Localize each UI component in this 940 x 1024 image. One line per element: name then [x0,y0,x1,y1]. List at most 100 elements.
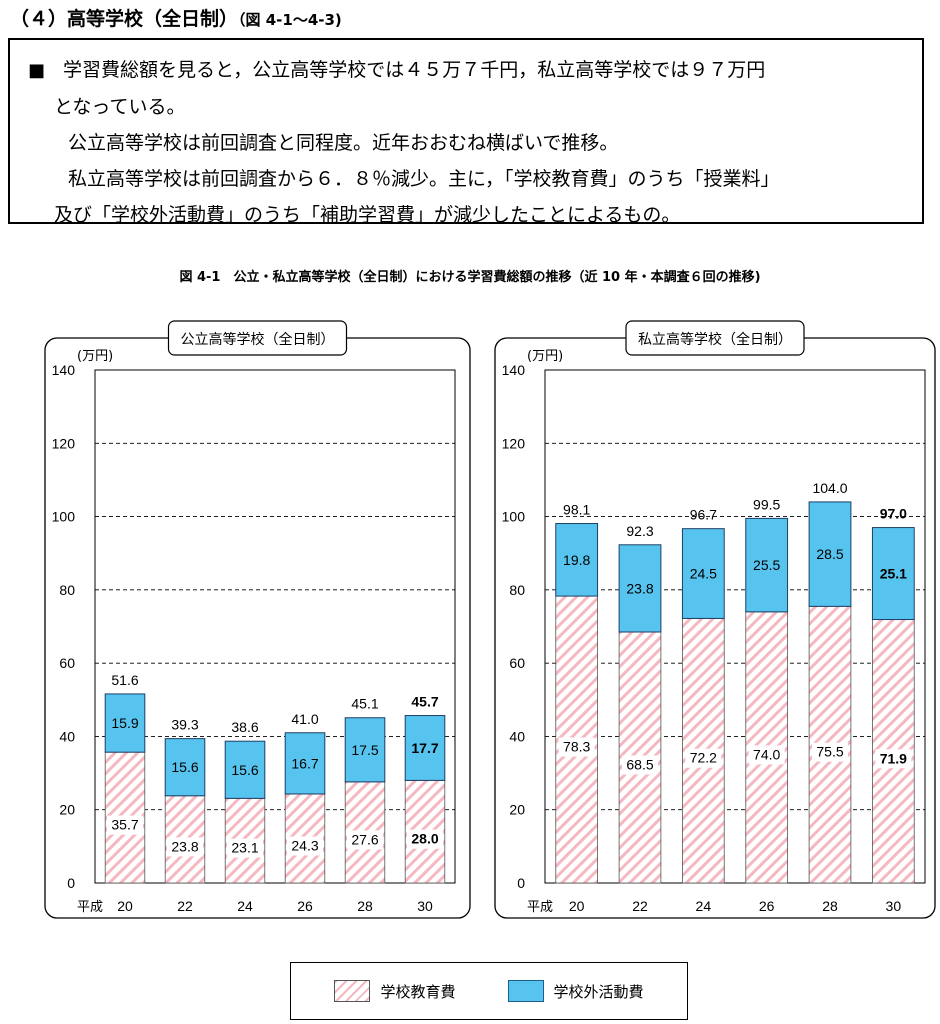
label-school-private-26: 74.0 [753,746,780,762]
label-total-private-26: 99.5 [753,496,780,512]
section-title: （４）高等学校（全日制） [10,8,239,30]
label-total-private-30: 97.0 [880,506,907,522]
x-tick-label-private-20: 20 [569,898,585,914]
label-total-private-20: 98.1 [563,502,590,518]
x-tick-label-private-30: 30 [886,898,902,914]
summary-line-4: 私立高等学校は前回調査から６．８％減少。主に，「学校教育費」のうち「授業料」 [68,168,780,190]
bar-outside-public-28 [344,717,386,783]
label-outside-private-30: 25.1 [880,566,907,582]
y-tick-label-public-120: 120 [52,435,76,451]
label-bg-school-private-22 [622,755,658,775]
label-total-public-24: 38.6 [231,719,258,735]
label-bg-school-public-20 [107,815,143,835]
label-outside-public-26: 16.7 [291,755,318,771]
legend-swatch-outside [507,980,544,1002]
label-bg-school-private-20 [558,737,595,757]
legend-item-outside: 学校外活動費 [507,980,644,1002]
panel-title-public: 公立高等学校（全日制） [181,331,335,348]
y-axis-unit-public: (万円) [77,349,113,364]
label-bg-school-private-30 [875,749,912,769]
y-tick-label-public-80: 80 [59,582,75,598]
label-school-private-24: 72.2 [690,750,717,766]
bar-outside-private-22 [618,544,662,633]
y-tick-label-public-140: 140 [52,362,76,378]
x-axis-prefix-public: 平成 [77,900,103,915]
panel-title-box-public [167,320,348,356]
section-heading: （４）高等学校（全日制）（図 4-1～4-3) [10,4,342,31]
label-bg-school-private-24 [685,748,722,768]
summary-line-2: となっている。 [54,96,186,118]
label-school-public-30: 28.0 [411,831,438,847]
label-school-public-24: 23.1 [231,840,258,856]
bar-outside-private-28 [808,501,852,607]
bar-outside-public-24 [224,740,266,799]
label-outside-private-24: 24.5 [690,566,717,582]
label-school-private-28: 75.5 [816,744,843,760]
label-total-public-30: 45.7 [411,694,438,710]
label-total-public-28: 45.1 [351,696,378,712]
label-school-private-30: 71.9 [880,750,907,766]
x-tick-label-public-24: 24 [237,898,253,914]
stacked-bar-charts: 公立高等学校（全日制）020406080100120140(万円)平成35.71… [44,320,936,919]
y-tick-label-private-140: 140 [502,362,526,378]
summary-line-5: 及び「学校外活動費」のうち「補助学習費」が減少したことによるもの。 [54,204,681,226]
label-bg-school-public-26 [287,836,323,856]
label-outside-private-28: 28.5 [816,546,843,562]
label-total-private-28: 104.0 [812,480,847,496]
y-tick-label-private-60: 60 [509,655,525,671]
label-outside-private-20: 19.8 [563,552,590,568]
label-outside-public-22: 15.6 [171,759,198,775]
label-bg-school-private-28 [812,742,848,762]
y-tick-label-private-40: 40 [509,728,525,744]
label-total-public-20: 51.6 [111,672,138,688]
panel-title-box-private [625,320,805,356]
label-school-public-28: 27.6 [351,831,378,847]
y-tick-label-private-0: 0 [517,875,525,891]
plot-area-private [544,369,926,884]
label-outside-private-22: 23.8 [626,580,653,596]
summary-text-1: 学習費総額を見ると，公立高等学校では４５万７千円，私立高等学校では９７万円 [63,59,766,81]
label-bg-school-public-28 [347,830,383,850]
label-school-public-22: 23.8 [171,838,198,854]
x-tick-label-public-28: 28 [357,898,373,914]
label-bg-school-private-26 [748,745,785,765]
label-total-public-26: 41.0 [291,711,318,727]
summary-line-3: 公立高等学校は前回調査と同程度。近年おおむね横ばいで推移。 [68,132,619,154]
label-outside-public-20: 15.9 [111,715,138,731]
bullet-square-icon: ■ [28,60,46,81]
summary-box: ■ 学習費総額を見ると，公立高等学校では４５万７千円，私立高等学校では９７万円 と… [8,38,924,226]
y-tick-label-public-60: 60 [59,655,75,671]
bar-outside-public-26 [284,732,326,795]
label-bg-school-public-24 [227,838,263,858]
x-tick-label-public-26: 26 [297,898,313,914]
bar-outside-private-30 [871,527,915,621]
y-tick-label-public-0: 0 [67,875,75,891]
x-tick-label-public-20: 20 [117,898,133,914]
y-tick-label-private-80: 80 [509,582,525,598]
bar-outside-public-30 [404,715,446,781]
bar-outside-private-24 [681,528,725,619]
legend-item-school: 学校教育費 [334,980,456,1002]
label-bg-school-public-30 [407,829,443,849]
label-total-private-22: 92.3 [626,523,653,539]
y-tick-label-public-100: 100 [52,509,76,525]
figure-title: 図 4-1 公立・私立高等学校（全日制）における学習費総額の推移（近 10 年・… [179,270,761,285]
y-tick-label-private-100: 100 [502,509,526,525]
legend-swatch-school [334,980,371,1002]
x-tick-label-public-30: 30 [417,898,433,914]
label-school-private-20: 78.3 [563,739,590,755]
x-axis-prefix-private: 平成 [527,900,553,915]
bar-outside-private-20 [555,523,599,597]
y-axis-unit-private: (万円) [527,349,563,364]
y-tick-label-public-20: 20 [59,802,75,818]
section-figure-ref: （図 4-1～4-3) [238,11,342,29]
y-tick-label-private-120: 120 [502,435,526,451]
label-school-public-20: 35.7 [111,817,138,833]
label-total-public-22: 39.3 [171,717,198,733]
plot-area-public [94,369,456,884]
label-outside-private-26: 25.5 [753,557,780,573]
label-bg-school-public-22 [167,837,203,857]
label-school-public-26: 24.3 [291,837,318,853]
x-tick-label-private-28: 28 [822,898,838,914]
summary-line-1: ■ 学習費総額を見ると，公立高等学校では４５万７千円，私立高等学校では９７万円 [28,52,908,89]
